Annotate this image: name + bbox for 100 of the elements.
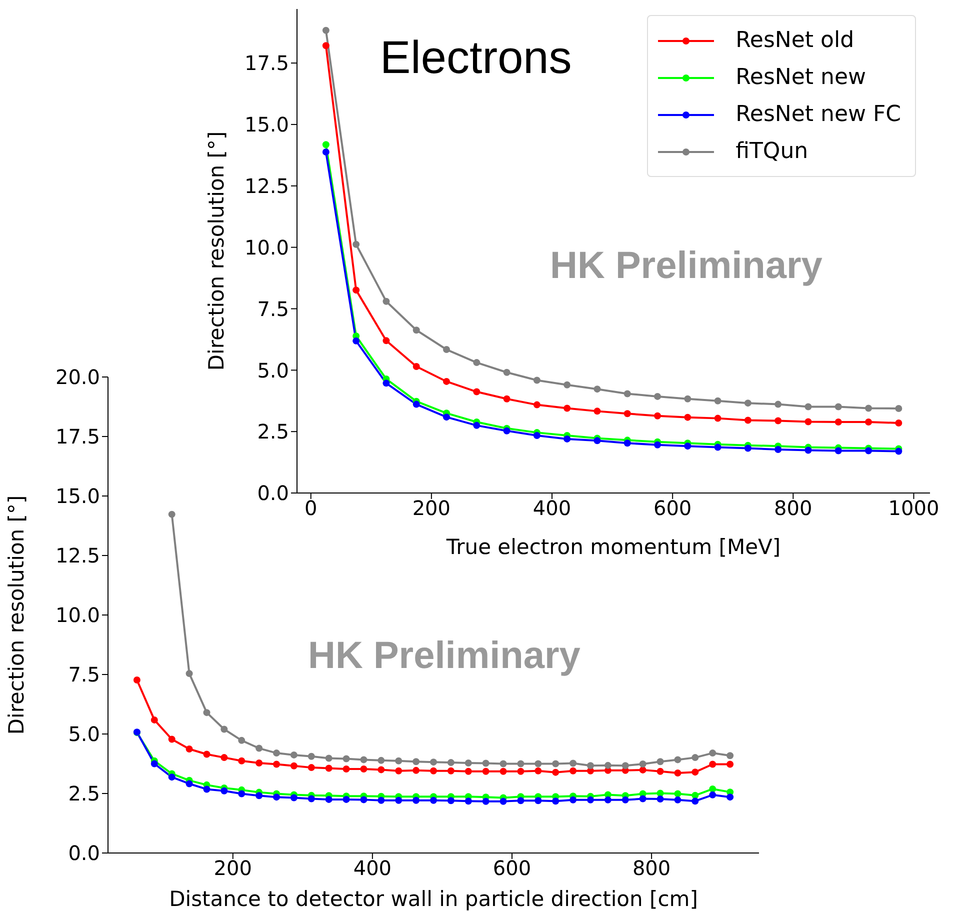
- point: [482, 760, 490, 767]
- point: [594, 437, 601, 444]
- point: [656, 795, 664, 802]
- point: [624, 410, 631, 418]
- point: [322, 148, 330, 156]
- point: [360, 765, 368, 772]
- point: [220, 787, 228, 794]
- point: [395, 757, 402, 764]
- point: [352, 240, 360, 248]
- legend-label: ResNet new: [736, 65, 866, 90]
- y-tick-label: 5.0: [257, 358, 289, 382]
- point: [273, 794, 280, 801]
- x-tick-label: 1000: [888, 496, 940, 520]
- y-tick-label: 17.5: [244, 51, 289, 76]
- point: [552, 760, 560, 768]
- point: [594, 386, 601, 393]
- point: [256, 792, 263, 800]
- point: [186, 780, 193, 788]
- point: [804, 446, 812, 454]
- point: [150, 760, 158, 768]
- point: [503, 395, 510, 402]
- point: [412, 326, 420, 334]
- point: [447, 759, 454, 766]
- x-tick-label: 800: [774, 496, 812, 520]
- point: [674, 756, 682, 764]
- point: [709, 750, 716, 757]
- y-tick-label: 0.0: [68, 841, 100, 866]
- point: [412, 796, 420, 804]
- y-axis-title: Direction resolution [°]: [204, 131, 228, 371]
- point: [378, 766, 385, 774]
- point: [586, 762, 594, 770]
- point: [325, 764, 332, 772]
- point: [500, 768, 507, 775]
- point: [533, 401, 540, 408]
- point: [203, 709, 210, 716]
- point: [534, 797, 542, 804]
- point: [564, 381, 571, 388]
- point: [533, 432, 540, 440]
- point: [654, 392, 662, 400]
- point: [322, 141, 330, 148]
- point: [395, 767, 402, 774]
- point: [150, 716, 158, 724]
- point: [473, 388, 480, 396]
- point: [622, 796, 629, 804]
- point: [726, 752, 734, 760]
- point: [714, 397, 722, 404]
- point: [238, 736, 246, 744]
- point: [624, 440, 631, 447]
- point: [443, 378, 450, 385]
- point: [714, 444, 722, 451]
- point: [865, 404, 872, 412]
- x-tick-label: 600: [653, 496, 692, 520]
- point: [273, 760, 280, 768]
- point: [342, 796, 350, 803]
- y-tick-label: 17.5: [55, 424, 100, 449]
- x-tick-label: 200: [214, 856, 252, 880]
- point: [674, 796, 682, 804]
- legend-label: ResNet new FC: [736, 102, 901, 127]
- point: [412, 766, 420, 774]
- point: [447, 797, 454, 804]
- y-tick-label: 7.5: [68, 662, 100, 687]
- point: [895, 404, 902, 412]
- x-tick-label: 0: [304, 496, 318, 520]
- point: [412, 758, 420, 766]
- point: [895, 448, 902, 455]
- point: [865, 447, 872, 454]
- point: [552, 798, 560, 805]
- x-tick-label: 200: [412, 496, 451, 520]
- point: [273, 750, 280, 757]
- point: [168, 774, 176, 781]
- point: [322, 42, 330, 50]
- y-tick-label: 2.5: [68, 782, 100, 806]
- point: [382, 337, 390, 344]
- point: [482, 768, 490, 775]
- point: [430, 767, 437, 774]
- point: [744, 444, 752, 452]
- point: [378, 796, 385, 804]
- y-tick-label: 7.5: [257, 296, 289, 321]
- point: [473, 359, 480, 366]
- point: [220, 754, 228, 762]
- point: [709, 760, 716, 768]
- point: [382, 298, 390, 305]
- point: [692, 754, 699, 762]
- point: [517, 797, 524, 804]
- point: [308, 764, 315, 772]
- point: [203, 786, 210, 793]
- point: [834, 447, 842, 454]
- y-tick-label: 20.0: [55, 365, 100, 390]
- point: [395, 796, 402, 804]
- point: [503, 427, 510, 434]
- point: [656, 768, 664, 775]
- point: [517, 768, 524, 775]
- x-axis-title: Distance to detector wall in particle direction [cm]: [169, 887, 698, 911]
- point: [342, 765, 350, 772]
- point: [352, 337, 360, 344]
- point: [624, 390, 631, 398]
- point: [464, 798, 472, 805]
- point: [744, 416, 752, 424]
- point: [473, 422, 480, 429]
- point: [238, 757, 246, 764]
